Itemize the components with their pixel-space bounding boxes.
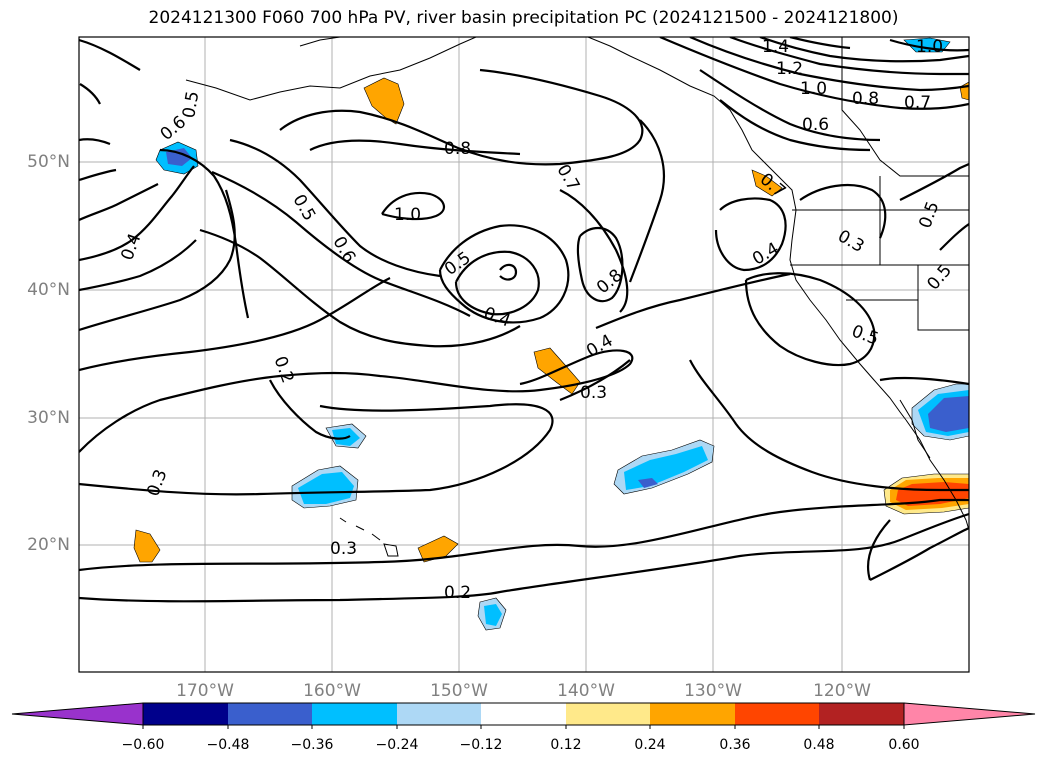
map-area bbox=[79, 37, 969, 672]
colorbar-tick-label: −0.36 bbox=[290, 737, 334, 753]
colorbar-tick-label: −0.24 bbox=[375, 737, 419, 753]
colorbar-bin bbox=[397, 703, 481, 725]
colorbar-tick-label: −0.12 bbox=[459, 737, 503, 753]
contour-label: 1.0 bbox=[916, 37, 943, 57]
lon-label-130w: 130°W bbox=[684, 681, 742, 701]
contour-label: 0.6 bbox=[802, 115, 829, 135]
orange-blob-far-west bbox=[133, 529, 161, 563]
contour-label: 0.3 bbox=[330, 539, 357, 559]
gridlines bbox=[79, 37, 969, 672]
lon-label-140w: 140°W bbox=[557, 681, 615, 701]
lat-label-40n: 40°N bbox=[27, 280, 70, 300]
lon-label-160w: 160°W bbox=[303, 681, 361, 701]
colorbar-tick-label: −0.48 bbox=[206, 737, 250, 753]
contour-label: 1.2 bbox=[776, 59, 803, 79]
lon-label-120w: 120°W bbox=[813, 681, 871, 701]
contour-label: 0.8 bbox=[444, 139, 471, 159]
colorbar-tick-label: −0.60 bbox=[121, 737, 165, 753]
contour-label: 1.0 bbox=[800, 79, 827, 99]
colorbar-tick-label: 0.12 bbox=[550, 737, 582, 753]
map-frame bbox=[78, 36, 970, 673]
colorbar-bin bbox=[566, 703, 650, 725]
contour-label: 1.4 bbox=[762, 37, 789, 57]
blue-blob-topleft bbox=[903, 37, 951, 53]
contour-label: 0.7 bbox=[904, 93, 931, 113]
colorbar-bin bbox=[312, 703, 397, 725]
colorbar-bin bbox=[819, 703, 904, 725]
lat-label-50n: 50°N bbox=[27, 152, 70, 172]
map-title: 2024121300 F060 700 hPa PV, river basin … bbox=[148, 8, 899, 28]
colorbar bbox=[11, 702, 1036, 729]
precipitation-shading bbox=[133, 37, 969, 631]
lon-label-150w: 150°W bbox=[430, 681, 488, 701]
contour-label: 0.2 bbox=[444, 583, 471, 603]
orange-blob-gulf-alaska bbox=[363, 77, 405, 125]
lat-label-30n: 30°N bbox=[27, 408, 70, 428]
colorbar-bin bbox=[735, 703, 819, 725]
colorbar-tick-label: 0.24 bbox=[634, 737, 666, 753]
lon-label-170w: 170°W bbox=[176, 681, 234, 701]
colorbar-bin bbox=[143, 703, 228, 725]
contour-label: 0.3 bbox=[580, 383, 607, 403]
pv-contours bbox=[79, 37, 969, 603]
colorbar-bin bbox=[481, 703, 566, 725]
contour-label: 1.0 bbox=[394, 205, 421, 225]
colorbar-bin bbox=[650, 703, 735, 725]
coastlines bbox=[185, 37, 969, 557]
colorbar-tick-label: 0.48 bbox=[803, 737, 835, 753]
colorbar-bin bbox=[228, 703, 312, 725]
colorbar-tick-label: 0.36 bbox=[719, 737, 751, 753]
lat-label-20n: 20°N bbox=[27, 535, 70, 555]
colorbar-tick-label: 0.60 bbox=[888, 737, 920, 753]
colorbar-extend-right bbox=[903, 702, 1036, 726]
colorbar-extend-left bbox=[11, 702, 144, 726]
contour-label: 0.5 bbox=[179, 90, 203, 120]
orange-blob-vancouver bbox=[751, 169, 783, 197]
contour-label: 0.8 bbox=[852, 89, 879, 109]
